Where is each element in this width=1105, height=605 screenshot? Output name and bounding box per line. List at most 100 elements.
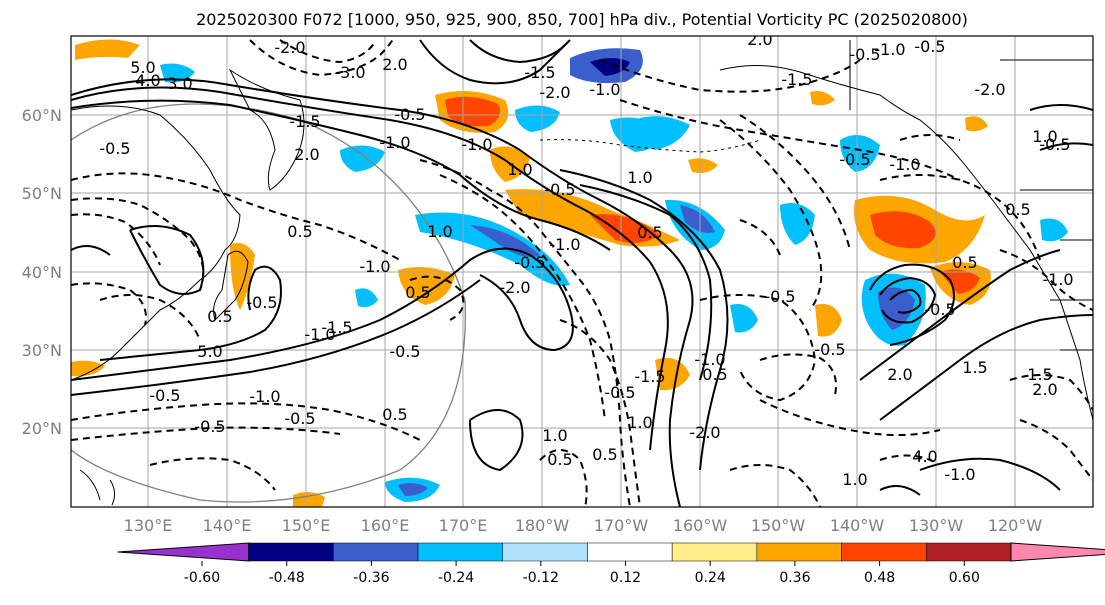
contour-negative [719, 119, 823, 311]
contour-label: -0.5 [849, 45, 880, 64]
latitude-label: 20°N [22, 419, 62, 438]
colorbar-bin [502, 542, 588, 562]
contour-positive [559, 169, 729, 471]
contour-negative [71, 172, 401, 261]
contour-positive [579, 184, 713, 381]
contour-label: -1.5 [289, 112, 320, 131]
longitude-label: 120°W [988, 516, 1043, 535]
contour-negative [739, 219, 781, 256]
colorbar-extend-high [1010, 542, 1105, 562]
contour-label: -2.0 [274, 38, 305, 57]
contour-negative [559, 319, 641, 507]
longitude-label: 140°E [203, 516, 252, 535]
colorbar-tick-label: -0.60 [184, 570, 220, 586]
shade-positive [940, 269, 980, 294]
contour-positive [71, 279, 481, 396]
contour-positive [71, 86, 669, 451]
contour-label: -1.0 [944, 465, 975, 484]
contour-label: -1.0 [249, 387, 280, 406]
shade-positive [293, 491, 325, 507]
contour-label: -0.5 [246, 293, 277, 312]
shade-positive [71, 360, 105, 377]
colorbar-tick-label: -0.48 [269, 570, 305, 586]
coast-kamchatka [228, 68, 305, 191]
colorbar-bin [248, 542, 334, 562]
contour-negative [279, 39, 376, 64]
contour-label: 1.0 [542, 426, 567, 445]
contour-positive [879, 314, 1093, 421]
contour-positive [889, 288, 922, 314]
latitude-label: 30°N [22, 341, 62, 360]
contour-label: 2.0 [382, 55, 407, 74]
contour-label: -2.0 [689, 423, 720, 442]
contour-label: 1.0 [427, 222, 452, 241]
contour-label: -1.0 [359, 257, 390, 276]
contour-negative [729, 464, 821, 507]
colorbar-bin [417, 542, 503, 562]
contour-label: -0.5 [839, 150, 870, 169]
contour-label: 2.0 [887, 365, 912, 384]
contour-label: 1.0 [507, 160, 532, 179]
contour-label: -0.5 [389, 342, 420, 361]
shade-negative [610, 117, 670, 152]
contour-label: 1.0 [1032, 127, 1057, 146]
contour-label: -2.0 [499, 278, 530, 297]
shade-negative [355, 288, 378, 308]
colorbar-tick-label: -0.36 [353, 570, 389, 586]
contour-label: -1.5 [524, 63, 555, 82]
contour-label: 0.5 [382, 405, 407, 424]
colorbar-tick-label: 0.12 [610, 570, 641, 586]
contour-negative [759, 353, 837, 396]
contour-label: 0.5 [1005, 200, 1030, 219]
shade-negative [340, 145, 385, 172]
contour-label: 1.5 [962, 358, 987, 377]
contour-label: -0.5 [194, 417, 225, 436]
shade-positive [75, 39, 140, 60]
contour-label: 3.0 [167, 74, 192, 93]
contour-label: 1.0 [627, 168, 652, 187]
contour-negative [899, 134, 961, 141]
contour-label: -1.5 [321, 318, 352, 337]
shade-negative [1040, 218, 1068, 242]
colorbar-bin [587, 542, 673, 562]
contour-labels: 5.04.0 3.0-2.0-3.0 2.0-1.5-0.5 2.0-1.0-0.5-… [99, 36, 1073, 489]
longitude-label: 140°W [830, 516, 885, 535]
colorbar-bin [671, 542, 758, 562]
contour-negative [71, 402, 421, 441]
shade-positive [810, 91, 835, 106]
shade-positive [590, 214, 660, 244]
contour-negative [99, 294, 201, 341]
coast-asia [71, 105, 241, 381]
contour-negative [419, 159, 631, 507]
latitude-label: 60°N [22, 106, 62, 125]
contour-label: 4.0 [135, 71, 160, 90]
contour-positive [469, 409, 524, 472]
contour-label: 1.5 [1027, 365, 1052, 384]
colorbar-bin [841, 542, 927, 562]
latitude-labels: 60°N 50°N 40°N 30°N 20°N [22, 106, 62, 438]
contour-negative [599, 59, 861, 93]
contour-negative [619, 99, 961, 181]
contour-label: -0.5 [284, 409, 315, 428]
contour-label: 0.5 [207, 307, 232, 326]
coast-alaska-interior [849, 40, 1093, 110]
contour-label: -1.0 [549, 235, 580, 254]
contour-label: 0.5 [592, 445, 617, 464]
contour-label: -0.5 [149, 386, 180, 405]
contour-label: -2.0 [539, 83, 570, 102]
contour-positive [859, 249, 1061, 381]
contour-positive [879, 276, 937, 324]
colorbar-tick-label: 0.48 [864, 570, 895, 586]
coast-japan [213, 250, 249, 321]
shade-positive [398, 266, 455, 305]
coastlines [71, 40, 1093, 506]
longitude-label: 160°E [361, 516, 410, 535]
shade-negative [590, 58, 630, 76]
contour-label: -1.5 [781, 70, 812, 89]
shade-negative [515, 105, 560, 132]
figure-title: 2025020300 F072 [1000, 950, 925, 900, 85… [196, 10, 968, 29]
contour-positive [869, 263, 955, 346]
contour-label: -0.5 [764, 287, 795, 306]
contour-positive [879, 485, 921, 496]
